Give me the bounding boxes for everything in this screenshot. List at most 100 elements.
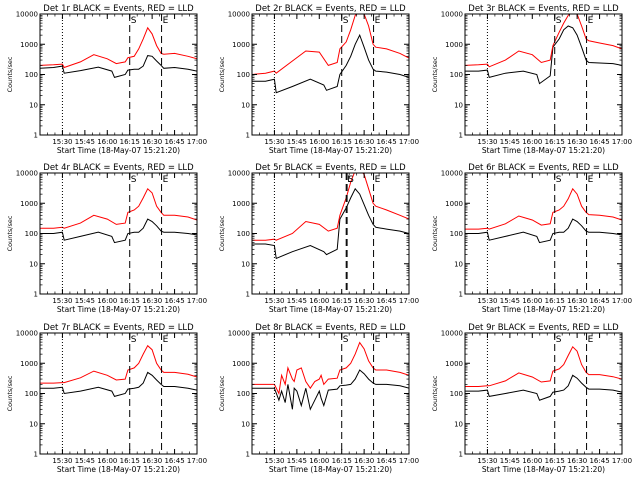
y-tick-label: 1000 [445,360,463,368]
y-tick-label: 1000 [445,41,463,49]
x-tick-label: 15:45 [75,297,95,305]
plot-frame [251,172,410,295]
lld-series-line [252,173,409,241]
y-tick-label: 100 [25,71,38,79]
x-tick-label: 16:45 [589,297,609,305]
x-tick-label: 16:00 [522,138,542,146]
x-tick-label: 16:00 [309,297,329,305]
lld-series-line [465,14,622,68]
x-tick-label: 16:45 [164,138,184,146]
y-tick-label: 1 [34,451,38,459]
marker-label-s: S [556,16,562,26]
y-tick-label: 10000 [228,11,250,19]
y-tick-label: 10000 [228,170,250,178]
x-tick-label: 15:45 [75,457,95,465]
y-tick-label: 10 [29,260,38,268]
lld-series-line [40,344,197,384]
marker-label-e: E [588,175,594,185]
x-tick-label: 15:30 [477,138,497,146]
x-axis-label: Start Time (18-May-07 15:21:20) [482,465,605,474]
x-tick-label: 15:45 [287,138,307,146]
x-tick-label: 16:45 [376,457,396,465]
y-tick-label: 1000 [232,360,250,368]
chart-title: Det 6r BLACK = Events, RED = LLD [468,163,619,173]
chart-title: Det 9r BLACK = Events, RED = LLD [468,323,619,333]
chart-title: Det 2r BLACK = Events, RED = LLD [255,4,406,14]
y-tick-label: 100 [237,71,250,79]
x-tick-label: 16:30 [567,297,587,305]
marker-label-e: E [375,16,381,26]
y-tick-label: 10000 [16,330,38,338]
x-tick-label: 17:00 [612,138,632,146]
y-tick-label: 10000 [441,11,463,19]
x-tick-label: 16:15 [332,297,352,305]
x-tick-label: 16:15 [545,297,565,305]
y-tick-label: 1 [459,451,463,459]
lld-series-line [465,345,622,387]
y-tick-label: 1000 [445,200,463,208]
x-tick-label: 15:45 [500,138,520,146]
y-tick-label: 100 [237,390,250,398]
x-tick-label: 16:30 [567,457,587,465]
x-tick-label: 17:00 [399,457,419,465]
marker-label-s: S [131,175,137,185]
events-series-line [40,218,197,244]
x-tick-label: 17:00 [399,297,419,305]
y-tick-label: 1 [246,132,250,140]
lld-series-line [465,187,622,230]
y-tick-label: 1 [459,291,463,299]
x-tick-label: 17:00 [187,138,207,146]
chart-panel-7: Det 7r BLACK = Events, RED = LLD S E 1 10 100… [6,323,207,474]
x-tick-label: 15:45 [75,138,95,146]
x-tick-label: 17:00 [612,457,632,465]
chart-panel-4: Det 4r BLACK = Events, RED = LLD S E 1 10 100… [6,163,207,314]
x-tick-label: 16:15 [120,457,140,465]
y-axis-label: Counts/sec [431,375,439,411]
marker-label-s: S [131,335,137,345]
x-axis-label: Start Time (18-May-07 15:21:20) [57,146,180,155]
chart-panel-3: Det 3r BLACK = Events, RED = LLD S E 1 10 100… [431,4,632,155]
chart-panel-1: Det 1r BLACK = Events, RED = LLD S E 1 10 100… [6,4,207,155]
events-series-line [40,371,197,397]
x-tick-label: 16:30 [354,457,374,465]
y-axis-label: Counts/sec [218,56,226,92]
x-tick-label: 16:15 [545,457,565,465]
marker-label-e: E [163,335,169,345]
y-tick-label: 10000 [16,11,38,19]
y-tick-label: 10000 [441,330,463,338]
x-tick-label: 16:00 [309,457,329,465]
lld-series-line [252,341,409,396]
x-tick-label: 16:00 [97,297,117,305]
x-tick-label: 15:45 [287,297,307,305]
chart-panel-6: Det 6r BLACK = Events, RED = LLD S E 1 10 100… [431,163,632,314]
x-tick-label: 16:15 [332,457,352,465]
events-series-line [252,187,409,260]
chart-panel-9: Det 9r BLACK = Events, RED = LLD S E 1 10 100… [431,323,632,474]
x-axis-label: Start Time (18-May-07 15:21:20) [482,146,605,155]
x-tick-label: 16:00 [522,457,542,465]
marker-label-s: S [556,175,562,185]
y-tick-label: 1000 [232,200,250,208]
y-tick-label: 100 [25,390,38,398]
x-tick-label: 16:45 [164,297,184,305]
x-tick-label: 16:30 [354,297,374,305]
y-tick-label: 1000 [20,41,38,49]
y-tick-label: 10 [241,420,250,428]
x-axis-label: Start Time (18-May-07 15:21:20) [269,146,392,155]
plot-frame [251,332,410,455]
y-tick-label: 100 [237,230,250,238]
chart-title: Det 7r BLACK = Events, RED = LLD [43,323,194,333]
marker-label-s: S [131,16,137,26]
y-tick-label: 10 [454,260,463,268]
y-tick-label: 1 [34,291,38,299]
y-tick-label: 10 [454,420,463,428]
marker-label-s: S [343,335,349,345]
y-tick-label: 10 [241,260,250,268]
marker-label-e: E [163,16,169,26]
x-tick-label: 15:30 [264,138,284,146]
y-tick-label: 1 [246,451,250,459]
lld-series-line [40,26,197,69]
marker-label-e: E [163,175,169,185]
x-tick-label: 15:45 [500,297,520,305]
